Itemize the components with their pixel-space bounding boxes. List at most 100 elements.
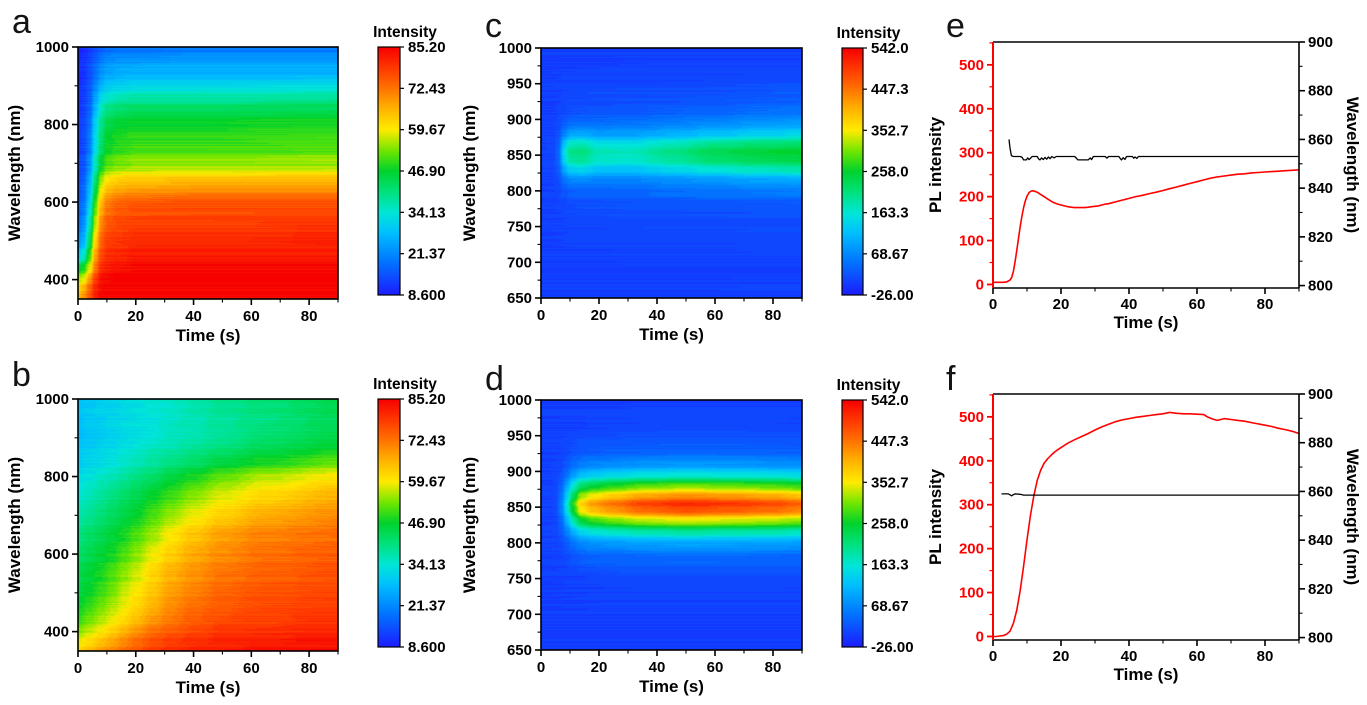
colorbar-title: Intensity — [373, 376, 437, 393]
x-tick-label: 20 — [1053, 648, 1070, 665]
y-tick-label: 750 — [507, 571, 532, 588]
x-tick-label: 20 — [591, 659, 608, 676]
x-tick-label: 0 — [74, 308, 82, 325]
colorbar-tick-label: 163.3 — [871, 557, 909, 574]
right-tick-label: 820 — [1308, 229, 1333, 246]
colorbar-tick-label: 21.37 — [408, 598, 446, 615]
colorbar-tick-label: 352.7 — [871, 122, 909, 139]
plot-f: 0 20 40 60 80 0 100 200 300 400 500 800 820 840 860 880… — [915, 353, 1367, 705]
axes-f: 0 20 40 60 800100200300400500800820840860880… — [926, 386, 1362, 684]
left-tick-label: 400 — [959, 453, 984, 470]
x-tick-label: 60 — [1189, 648, 1206, 665]
right-tick-label: 880 — [1308, 83, 1333, 100]
colorbar-tick-label: 59.67 — [408, 122, 446, 139]
panel-c: c 0 20 40 60 80 650 700 750 800 850 900 950 1000 Time… — [455, 0, 915, 353]
y-tick-label: 700 — [507, 606, 532, 623]
y-tick-label: 400 — [44, 624, 69, 641]
y-tick-label: 600 — [44, 194, 69, 211]
left-tick-label: 100 — [959, 585, 984, 602]
y-axis-title: Wavelength (nm) — [460, 105, 479, 241]
heatmap-d — [541, 400, 802, 650]
axes-d: 0 20 40 60 80 650 700 750 800 850 900 950 1000 Time (… — [460, 377, 914, 696]
colorbar-tick-label: 68.67 — [871, 246, 909, 263]
panel-f: f 0 20 40 60 80 0 100 200 300 400 500 800 820 840 860 8… — [915, 353, 1367, 705]
x-tick-label: 40 — [649, 659, 666, 676]
y-tick-label: 1000 — [36, 391, 69, 408]
x-tick-label: 20 — [127, 660, 144, 677]
panel-letter-b: b — [12, 356, 31, 394]
colorbar-tick-label: 85.20 — [408, 391, 446, 408]
series-pl-intensity — [993, 411, 1299, 638]
left-tick-label: 200 — [959, 541, 984, 558]
y-tick-label: 400 — [44, 272, 69, 289]
x-axis-title: Time (s) — [1114, 313, 1179, 332]
x-axis-title: Time (s) — [639, 677, 704, 696]
x-tick-label: 0 — [537, 307, 545, 324]
right-axis-title: Wavelength (nm) — [1343, 449, 1362, 585]
panel-letter-a: a — [12, 3, 31, 41]
panel-b: b 0 20 40 60 80 400 600 800 1000 Time (s) Waveleng… — [0, 353, 455, 705]
right-tick-label: 840 — [1308, 180, 1333, 197]
right-tick-label: 880 — [1308, 435, 1333, 452]
x-tick-label: 0 — [537, 659, 545, 676]
colorbar-tick-label: -26.00 — [871, 287, 914, 304]
x-tick-label: 80 — [301, 308, 318, 325]
plot-a: 0 20 40 60 80 400 600 800 1000 Time (s) Wavelength… — [0, 0, 455, 353]
colorbar-title: Intensity — [837, 377, 901, 394]
y-axis-title: Wavelength (nm) — [5, 457, 24, 593]
right-tick-label: 860 — [1308, 131, 1333, 148]
x-tick-label: 80 — [1257, 648, 1274, 665]
left-tick-label: 500 — [959, 57, 984, 74]
x-axis-title: Time (s) — [176, 326, 241, 345]
colorbar-tick-label: 21.37 — [408, 246, 446, 263]
y-tick-label: 800 — [507, 535, 532, 552]
x-tick-label: 20 — [591, 307, 608, 324]
right-tick-label: 860 — [1308, 483, 1333, 500]
colorbar-tick-label: 68.67 — [871, 598, 909, 615]
y-tick-label: 700 — [507, 254, 532, 271]
panel-letter-d: d — [485, 360, 504, 398]
axes-b: 0 20 40 60 80 400 600 800 1000 Time (s) Wavelength… — [5, 376, 446, 697]
axes-e: 0 20 40 60 800100200300400500800820840860880… — [926, 34, 1362, 332]
y-tick-label: 750 — [507, 219, 532, 236]
axes-a: 0 20 40 60 80 400 600 800 1000 Time (s) Wavelength… — [5, 24, 446, 345]
colorbar-d — [841, 399, 864, 648]
colorbar-tick-label: 59.67 — [408, 474, 446, 491]
colorbar-tick-label: 46.90 — [408, 163, 446, 180]
colorbar-tick-label: 447.3 — [871, 433, 909, 450]
y-tick-label: 850 — [507, 147, 532, 164]
y-tick-label: 900 — [507, 463, 532, 480]
x-tick-label: 40 — [1121, 296, 1138, 313]
panel-a: a 0 20 40 60 80 400 600 800 1000 Time (s) Waveleng… — [0, 0, 455, 353]
y-tick-label: 800 — [44, 117, 69, 134]
colorbar-tick-label: 72.43 — [408, 432, 446, 449]
x-tick-label: 0 — [989, 296, 997, 313]
series-peak-wavelength — [1008, 139, 1299, 161]
x-tick-label: 40 — [185, 660, 202, 677]
x-tick-label: 40 — [649, 307, 666, 324]
colorbar-title: Intensity — [837, 25, 901, 42]
right-tick-label: 900 — [1308, 34, 1333, 51]
axes-c: 0 20 40 60 80 650 700 750 800 850 900 950 1000 Time (… — [460, 25, 914, 344]
colorbar-tick-label: 34.13 — [408, 556, 446, 573]
y-tick-label: 650 — [507, 642, 532, 659]
panel-d: d 0 20 40 60 80 650 700 750 800 850 900 950 1000 Time… — [455, 353, 915, 705]
colorbar-tick-label: 447.3 — [871, 81, 909, 98]
x-tick-label: 80 — [765, 659, 782, 676]
series-pl-intensity — [993, 169, 1299, 284]
left-axis-title: PL intensity — [926, 468, 945, 565]
x-tick-label: 20 — [127, 308, 144, 325]
plot-e: 0 20 40 60 80 0 100 200 300 400 500 800 820 840 860 880… — [915, 0, 1367, 353]
x-axis-title: Time (s) — [176, 678, 241, 697]
right-tick-label: 800 — [1308, 630, 1333, 647]
x-tick-label: 60 — [707, 307, 724, 324]
y-tick-label: 850 — [507, 499, 532, 516]
x-tick-label: 40 — [185, 308, 202, 325]
right-tick-label: 840 — [1308, 532, 1333, 549]
x-tick-label: 0 — [989, 648, 997, 665]
right-tick-label: 800 — [1308, 278, 1333, 295]
y-tick-label: 600 — [44, 546, 69, 563]
y-tick-label: 800 — [507, 183, 532, 200]
colorbar-a — [377, 46, 401, 296]
colorbar-tick-label: 542.0 — [871, 392, 909, 409]
